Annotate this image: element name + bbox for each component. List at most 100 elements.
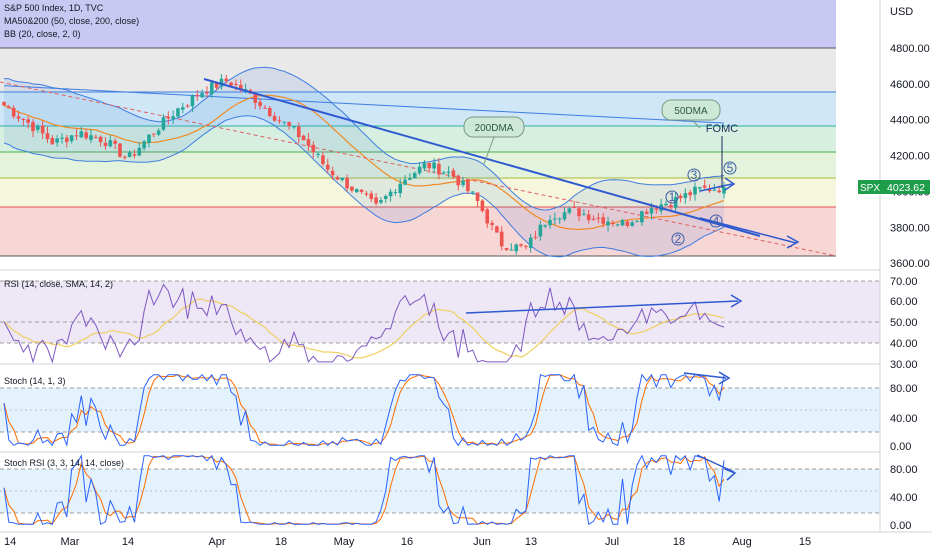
- candle-body: [118, 143, 122, 157]
- candle-body: [258, 101, 262, 107]
- trendline-arrowhead: [786, 235, 800, 249]
- candle-body: [712, 189, 717, 191]
- candle-body: [185, 105, 190, 107]
- candle-body: [388, 191, 393, 197]
- candle-body: [142, 141, 146, 149]
- candle-body: [533, 236, 538, 238]
- downtrend-line[interactable]: [203, 78, 761, 237]
- candle-body: [456, 175, 461, 186]
- candle-body: [717, 190, 721, 193]
- candle-body: [669, 205, 673, 207]
- candle-body: [65, 137, 69, 142]
- candle-body: [611, 223, 615, 225]
- price-axis-bg: [880, 0, 932, 550]
- candle-body: [591, 218, 596, 220]
- zone-top: [0, 0, 836, 48]
- indicator-tick-label: 60.00: [890, 296, 918, 308]
- zone-red: [0, 207, 836, 256]
- dma200-callout[interactable]: 200DMA: [463, 116, 525, 165]
- trendline-extension[interactable]: [699, 217, 797, 244]
- ma-legend: MA50&200 (50, close, 200, close): [4, 16, 139, 26]
- stoch-pane: Stoch (14, 1, 3): [0, 371, 880, 447]
- rsi-axis-ticks: 70.00 60.00 50.00 40.00 30.00: [890, 276, 918, 371]
- candle-body: [74, 135, 79, 137]
- rsi-ma-line: [3, 298, 725, 359]
- candle-body: [55, 138, 59, 143]
- candle-body: [161, 117, 166, 130]
- candle-body: [137, 147, 142, 156]
- indicator-tick-label: 0.00: [890, 520, 911, 532]
- candle-body: [528, 237, 533, 249]
- candle-body: [596, 217, 601, 219]
- candle-body: [195, 95, 200, 97]
- wave-arrow-line: [699, 183, 733, 192]
- candle-body: [635, 221, 639, 223]
- candle-body: [606, 221, 610, 226]
- candle-body: [480, 200, 485, 211]
- candle-body: [543, 225, 548, 227]
- price-tick-label: 4400.00: [890, 115, 930, 127]
- wave-labels: 1 2 3 4 5: [665, 161, 737, 246]
- rsi-legend: RSI (14, close, SMA, 14, 2): [4, 279, 113, 289]
- currency-label: USD: [890, 6, 913, 18]
- candle-body: [437, 164, 441, 175]
- stochrsi-legend: Stoch RSI (3, 3, 14, 14, close): [4, 458, 124, 468]
- stochrsi-pane: Stoch RSI (3, 3, 14, 14, close): [0, 454, 880, 526]
- stoch-trendline[interactable]: [683, 372, 727, 379]
- candle-body: [205, 92, 209, 94]
- candle-body: [577, 208, 581, 217]
- candle-body: [514, 244, 519, 252]
- indicator-tick-label: 80.00: [890, 383, 918, 395]
- date-axis-ticks: 14 Mar 14 Apr 18 May 16 Jun 13 Jul 18 Aug 15: [4, 536, 811, 548]
- candle-body: [688, 192, 692, 196]
- candle-body: [292, 126, 296, 128]
- candle-body: [296, 126, 301, 138]
- candle-body: [649, 208, 654, 214]
- candle-body: [640, 211, 644, 223]
- candle-body: [40, 125, 45, 134]
- date-tick-label: Jun: [473, 536, 491, 548]
- candle-body: [311, 144, 316, 153]
- wave-4-circle: [709, 214, 723, 228]
- candle-body: [267, 107, 272, 116]
- candle-body: [408, 178, 412, 180]
- date-tick-label: 14: [4, 536, 16, 548]
- candle-body: [572, 206, 577, 208]
- candle-body: [45, 133, 50, 140]
- wave-1-label: 1: [669, 190, 676, 204]
- candle-body: [151, 133, 156, 135]
- candle-body: [630, 222, 634, 226]
- candle-body: [722, 187, 726, 194]
- candle-body: [524, 245, 528, 247]
- dma50-label: 50DMA: [674, 106, 708, 117]
- candle-body: [495, 226, 499, 233]
- wave-5-circle: [723, 161, 737, 175]
- spx-badge-symbol: SPX: [860, 183, 880, 194]
- candle-body: [31, 122, 35, 132]
- candle-body: [553, 218, 557, 220]
- rsi-band-bg: [0, 281, 880, 343]
- indicator-tick-label: 30.00: [890, 359, 918, 371]
- candle-body: [698, 187, 702, 189]
- candle-body: [446, 171, 451, 173]
- wave-2-circle: [671, 232, 685, 246]
- candle-body: [7, 106, 11, 109]
- rsi-pane: RSI (14, close, SMA, 14, 2): [0, 279, 880, 364]
- candle-body: [113, 140, 117, 144]
- dma50-callout[interactable]: 50DMA: [661, 99, 721, 129]
- candle-body: [654, 208, 659, 210]
- date-tick-label: 14: [122, 536, 134, 548]
- stochrsi-axis-ticks: 80.00 40.00 0.00: [890, 464, 918, 532]
- spx-price-badge[interactable]: SPX 4023.62: [858, 180, 930, 194]
- rsi-trendline[interactable]: [465, 300, 739, 314]
- candle-body: [325, 164, 330, 170]
- candle-body: [451, 170, 456, 177]
- candle-body: [354, 189, 359, 193]
- stochrsi-trendline[interactable]: [696, 454, 735, 473]
- dma200-callout-pointer: [483, 136, 495, 165]
- candle-body: [601, 217, 605, 224]
- candle-body: [108, 140, 113, 147]
- candle-body: [374, 197, 378, 204]
- candle-body: [499, 231, 504, 247]
